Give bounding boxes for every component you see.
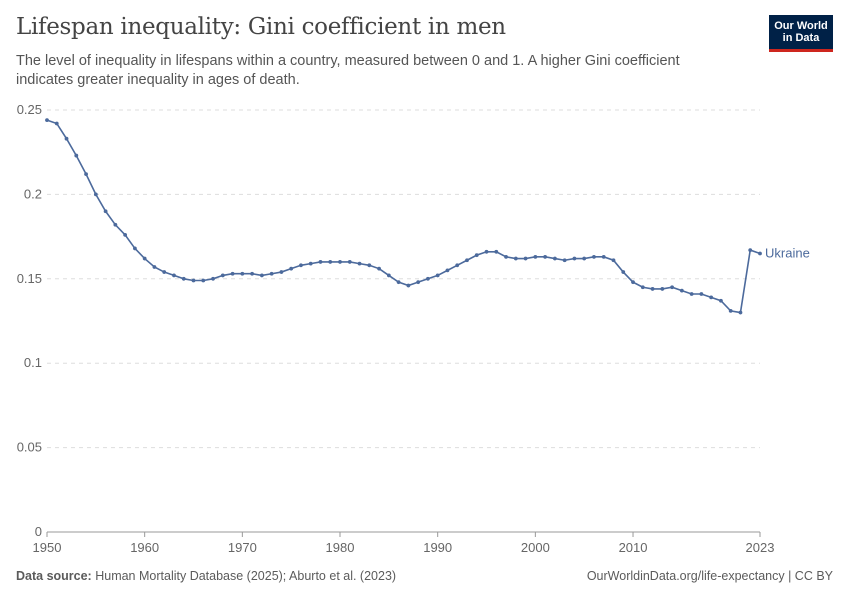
chart-subtitle: The level of inequality in lifespans wit…	[16, 53, 680, 88]
data-point	[621, 270, 626, 274]
data-point	[328, 260, 333, 264]
data-point	[504, 254, 508, 259]
data-point	[709, 295, 714, 300]
data-point	[84, 172, 88, 177]
data-point	[367, 263, 372, 268]
x-tick-label: 1950	[33, 540, 62, 555]
data-point	[142, 256, 147, 261]
data-point	[347, 260, 352, 264]
data-point	[152, 265, 157, 269]
y-tick-label: 0	[35, 524, 42, 539]
data-point	[93, 192, 98, 197]
data-point	[523, 256, 528, 261]
data-point	[426, 276, 430, 281]
source-link[interactable]: OurWorldinData.org/life-expectancy | CC …	[586, 569, 833, 583]
data-point	[279, 270, 284, 274]
chart-title: Lifespan inequality: Gini coefficient in…	[16, 14, 506, 40]
data-point	[133, 246, 137, 251]
data-point	[220, 273, 225, 278]
data-point	[113, 222, 118, 227]
data-point	[445, 268, 450, 273]
data-point	[533, 254, 538, 259]
data-point	[592, 254, 596, 259]
data-point	[513, 256, 518, 261]
data-point	[455, 263, 460, 268]
data-point	[74, 153, 79, 158]
data-point	[465, 258, 469, 263]
y-tick-label: 0.1	[24, 355, 42, 370]
source-label: Data source:	[16, 569, 92, 583]
data-point	[582, 256, 587, 261]
data-point	[318, 260, 323, 264]
data-point	[679, 288, 684, 293]
series-label: Ukraine	[765, 245, 810, 260]
data-point	[259, 273, 264, 278]
y-tick-label: 0.2	[24, 186, 42, 201]
data-point	[386, 273, 391, 278]
data-point	[699, 292, 704, 296]
data-point	[474, 253, 479, 258]
data-point	[103, 209, 108, 214]
data-point	[416, 280, 421, 285]
x-tick-label: 2010	[619, 540, 648, 555]
y-tick-label: 0.25	[17, 102, 42, 117]
data-point	[738, 310, 743, 315]
data-point	[562, 258, 567, 263]
data-point	[484, 249, 489, 254]
data-point	[572, 256, 577, 261]
data-point	[494, 249, 499, 254]
x-tick-label: 1960	[130, 540, 159, 555]
data-point	[45, 118, 49, 123]
data-point	[650, 287, 655, 291]
data-point	[172, 273, 176, 278]
x-tick-label: 1990	[423, 540, 452, 555]
data-point	[670, 285, 674, 290]
x-tick-label: 2000	[521, 540, 550, 555]
data-point	[308, 261, 313, 266]
data-point	[758, 251, 762, 256]
data-point	[552, 256, 557, 261]
data-point	[543, 254, 548, 259]
data-point	[269, 271, 274, 276]
data-point	[64, 136, 69, 141]
data-source: Data source: Human Mortality Database (2…	[16, 569, 396, 583]
data-point	[377, 266, 381, 271]
data-point	[631, 280, 635, 285]
data-point	[191, 278, 196, 283]
data-point	[230, 271, 235, 276]
data-point	[299, 263, 303, 268]
data-point	[406, 283, 411, 288]
data-point	[54, 121, 59, 126]
x-tick-label: 1970	[228, 540, 257, 555]
data-point	[211, 276, 215, 281]
data-point	[123, 233, 128, 237]
data-point	[689, 292, 694, 296]
data-point	[719, 298, 723, 303]
data-point	[289, 266, 294, 271]
data-point	[357, 261, 362, 266]
data-point	[338, 260, 342, 264]
x-tick-label: 2023	[746, 540, 775, 555]
y-tick-label: 0.05	[17, 440, 42, 455]
data-point	[728, 308, 733, 313]
y-tick-label: 0.15	[17, 271, 42, 286]
owid-logo[interactable]: Our World in Data	[769, 15, 833, 52]
data-point	[640, 285, 645, 290]
data-point	[162, 270, 167, 274]
data-point	[601, 254, 606, 259]
series-line	[46, 119, 761, 314]
data-point	[748, 248, 753, 253]
data-point	[660, 287, 665, 291]
data-point	[396, 280, 401, 285]
data-point	[435, 273, 440, 278]
source-text: Human Mortality Database (2025); Aburto …	[95, 569, 397, 583]
data-point	[181, 276, 186, 281]
data-point	[240, 271, 245, 276]
data-point	[611, 258, 616, 263]
data-point	[250, 271, 255, 276]
x-tick-label: 1980	[326, 540, 355, 555]
line-chart: 0 0.05 0.1 0.15 0.2 0.25 1950 1960 1970 1980 1990 2…	[17, 102, 810, 555]
data-point	[201, 278, 206, 283]
